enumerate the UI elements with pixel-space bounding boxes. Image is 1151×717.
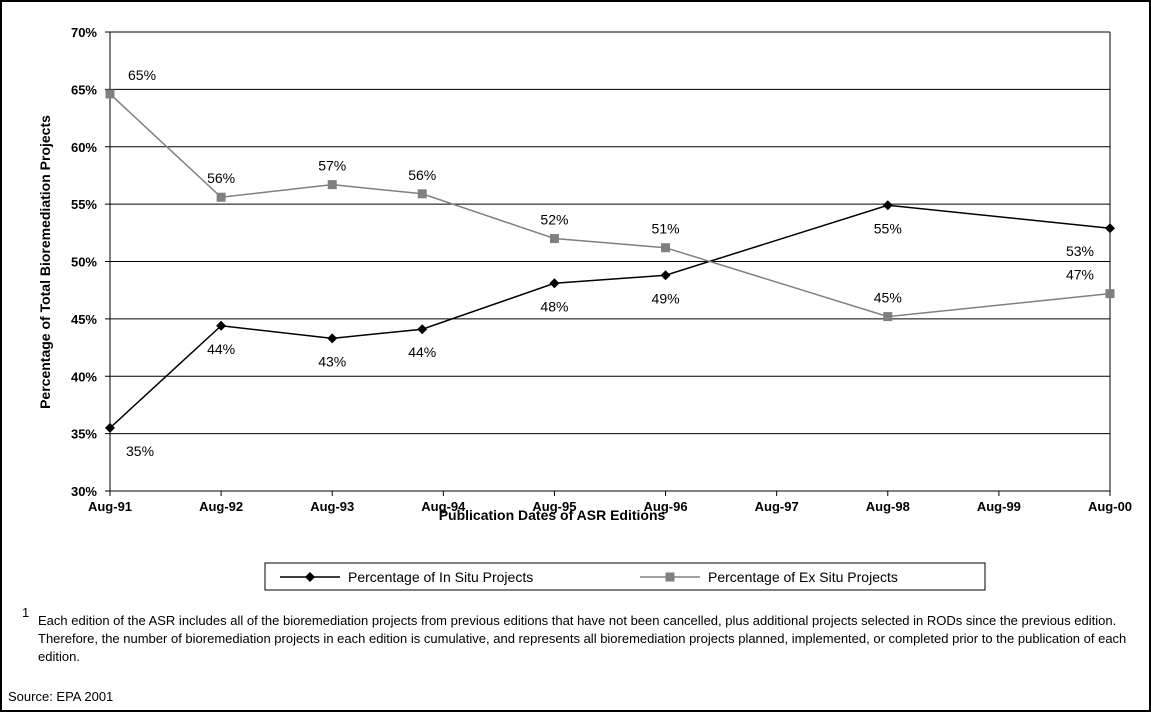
x-tick-label: Aug-96 [644, 499, 688, 514]
point [660, 270, 671, 281]
point [216, 320, 227, 331]
y-tick-label: 30% [71, 484, 97, 499]
y-tick-label: 35% [71, 427, 97, 442]
data-label: 52% [540, 212, 568, 228]
series-line [109, 204, 1111, 429]
point [1105, 289, 1115, 299]
series-line [109, 93, 1111, 318]
data-label: 53% [1066, 243, 1094, 259]
point [549, 278, 560, 289]
point [105, 422, 115, 433]
source: Source: EPA 2001 [8, 689, 113, 704]
point [105, 89, 115, 99]
footnote: Each edition of the ASR includes all of … [38, 613, 1127, 664]
data-label: 47% [1066, 267, 1094, 283]
data-label: 44% [408, 344, 436, 360]
point [327, 180, 337, 190]
point [883, 312, 893, 322]
point [327, 333, 338, 344]
x-tick-label: Aug-93 [310, 499, 354, 514]
y-axis-label: Percentage of Total Bioremediation Proje… [37, 115, 53, 409]
point [417, 189, 427, 199]
y-tick-label: 55% [71, 197, 97, 212]
y-tick-label: 60% [71, 140, 97, 155]
x-tick-label: Aug-00 [1088, 499, 1132, 514]
x-tick-label: Aug-94 [421, 499, 466, 514]
legend-label: Percentage of Ex Situ Projects [708, 569, 898, 585]
data-label: 65% [128, 67, 156, 83]
legend-box [264, 562, 986, 591]
data-label: 35% [126, 443, 154, 459]
y-tick-label: 40% [71, 369, 97, 384]
point [661, 243, 671, 253]
data-label: 49% [652, 290, 680, 306]
data-label: 48% [540, 298, 568, 314]
x-tick-label: Aug-99 [977, 499, 1021, 514]
data-label: 43% [318, 353, 346, 369]
x-axis-label: Publication Dates of ASR Editions [439, 507, 666, 523]
data-label: 51% [652, 221, 680, 237]
data-label: 44% [207, 341, 235, 357]
y-tick-label: 50% [71, 255, 97, 270]
x-tick-label: Aug-92 [199, 499, 243, 514]
x-tick-label: Aug-98 [866, 499, 910, 514]
legend-label: Percentage of In Situ Projects [348, 569, 533, 585]
data-label: 56% [408, 167, 436, 183]
point [882, 200, 893, 211]
point [549, 234, 559, 244]
data-label: 56% [207, 170, 235, 186]
x-tick-label: Aug-91 [88, 499, 132, 514]
y-tick-label: 70% [71, 25, 97, 40]
footnote-mark: 1 [22, 605, 29, 620]
footnote-box: Each edition of the ASR includes all of … [38, 613, 1127, 664]
legend-marker [305, 572, 315, 582]
point [1105, 223, 1115, 234]
y-tick-label: 65% [71, 82, 97, 97]
point [417, 324, 428, 335]
data-label: 57% [318, 158, 346, 174]
y-tick-label: 45% [71, 312, 97, 327]
data-label: 45% [874, 290, 902, 306]
point [216, 192, 226, 202]
x-tick-label: Aug-95 [532, 499, 576, 514]
x-tick-label: Aug-97 [755, 499, 799, 514]
legend-marker [665, 572, 675, 582]
data-label: 55% [874, 220, 902, 236]
